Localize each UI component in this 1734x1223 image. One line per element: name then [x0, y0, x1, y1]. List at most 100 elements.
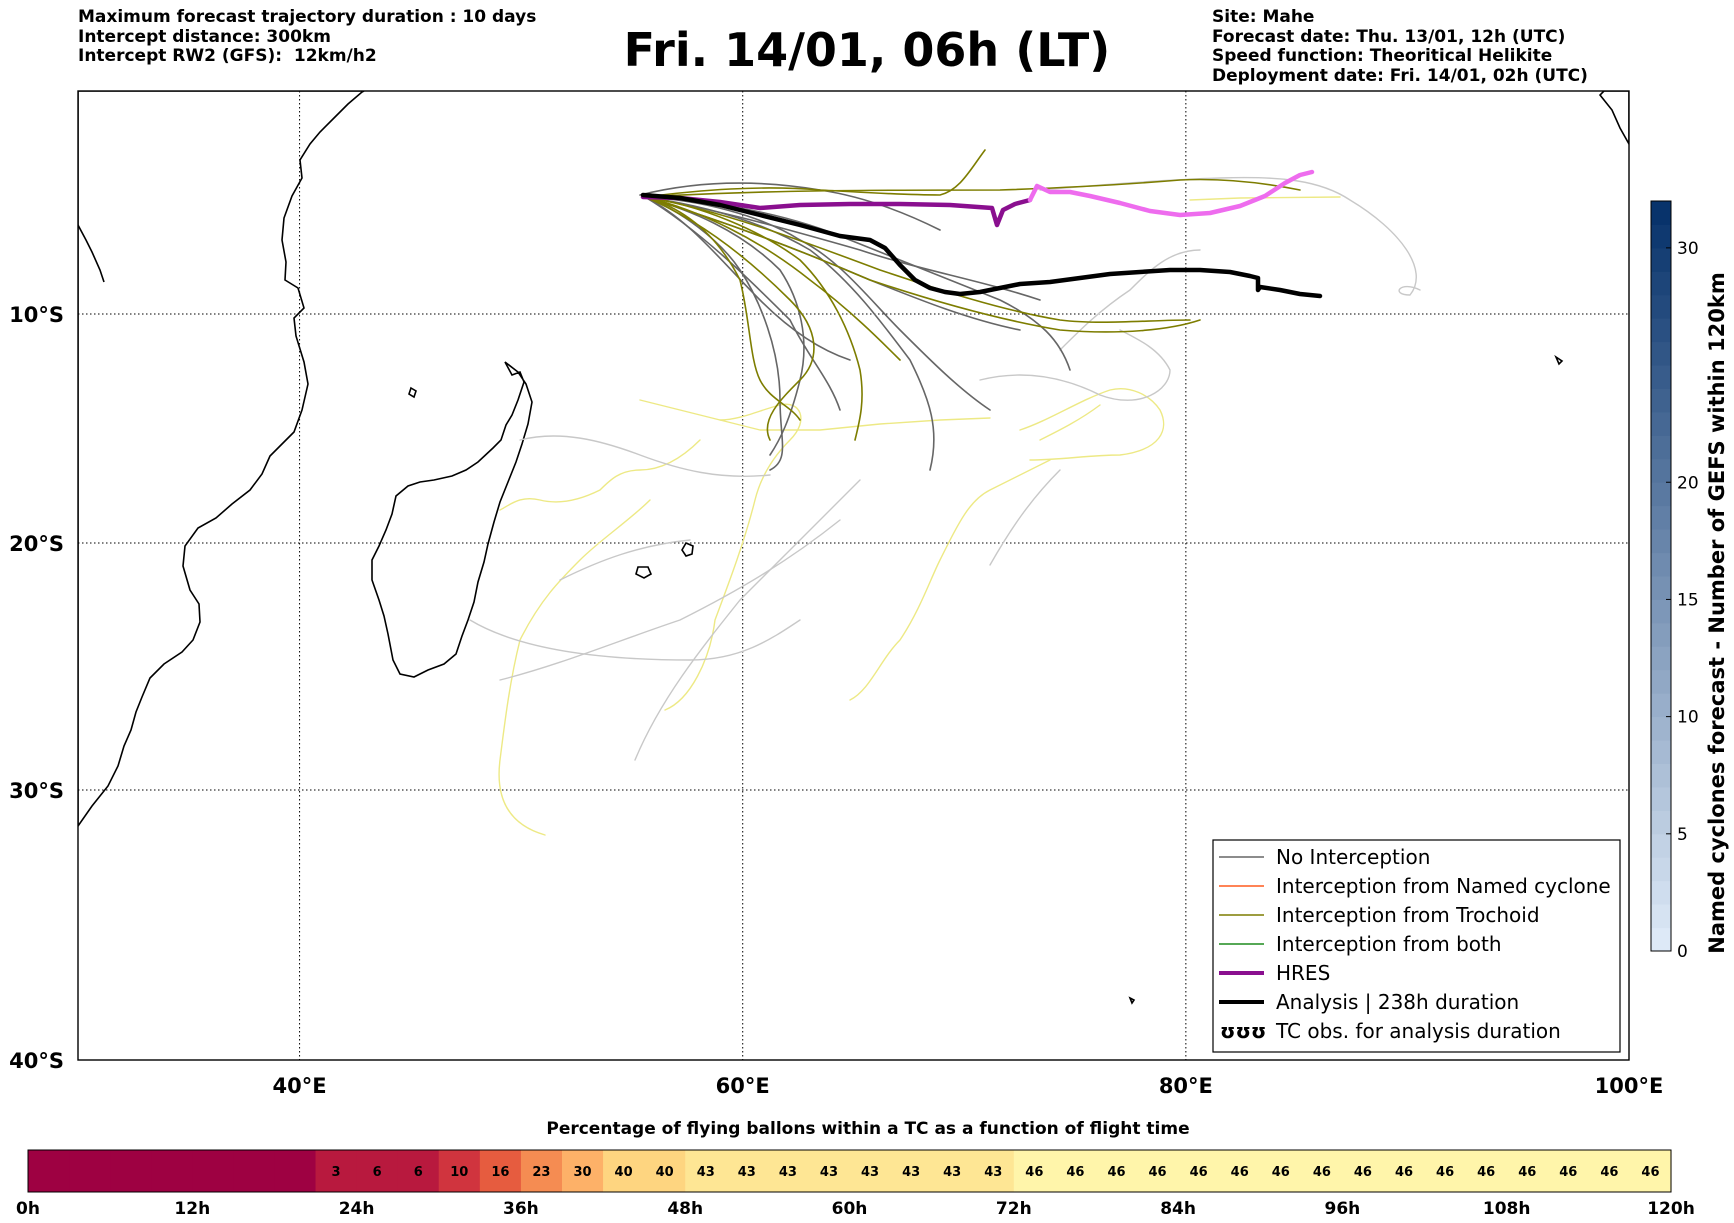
strip-cell	[397, 1150, 440, 1192]
strip-cell	[931, 1150, 974, 1192]
light-grey-track	[499, 519, 841, 681]
colorbar-step	[1651, 365, 1671, 389]
no-interception-track	[644, 196, 935, 471]
strip-cell	[479, 1150, 522, 1192]
coastlines	[78, 91, 1629, 1005]
strip-cell	[233, 1150, 276, 1192]
colorbar-step	[1651, 552, 1671, 577]
strip-cell	[1013, 1150, 1056, 1192]
colorbar-step	[1651, 341, 1671, 366]
strip-value: 10	[450, 1165, 468, 1180]
colorbar-step	[1651, 388, 1671, 413]
legend-label: TC obs. for analysis duration	[1275, 1019, 1561, 1043]
strip-value: 46	[1231, 1165, 1249, 1180]
colorbar-step	[1651, 599, 1671, 624]
strip-value: 43	[984, 1165, 1002, 1180]
legend-label: Interception from Trochoid	[1276, 903, 1540, 927]
colorbar-step	[1651, 529, 1671, 554]
hres-track	[640, 194, 1033, 228]
strip-value: 46	[1477, 1165, 1495, 1180]
cyclone-colorbar: 0 5 10 15 20 30	[1650, 200, 1699, 962]
longitude-tick-label: 60°E	[716, 1074, 770, 1098]
colorbar-step	[1651, 833, 1671, 858]
trochoid-track	[644, 196, 1201, 333]
strip-cell	[1342, 1150, 1385, 1192]
strip-value: 43	[902, 1165, 920, 1180]
strip-cell	[1547, 1150, 1590, 1192]
strip-value: 46	[1025, 1165, 1043, 1180]
strip-value: 46	[1354, 1165, 1372, 1180]
colorbar-tick-label: 30	[1677, 239, 1699, 259]
colorbar-step	[1651, 904, 1671, 929]
info-line: Forecast date: Thu. 13/01, 12h (UTC)	[1212, 26, 1566, 47]
yellow-track	[849, 459, 1051, 701]
latitude-tick-label: 20°S	[9, 532, 64, 556]
colorbar-step	[1651, 693, 1671, 718]
strip-hour-label: 48h	[667, 1199, 703, 1219]
colorbar-tick-label: 5	[1677, 825, 1688, 845]
strip-hour-label: 24h	[339, 1199, 375, 1219]
legend-label: No Interception	[1276, 845, 1430, 869]
colorbar-step	[1651, 458, 1671, 483]
strip-cell	[438, 1150, 481, 1192]
trochoid-track	[644, 196, 801, 421]
colorbar-step	[1651, 927, 1671, 952]
strip-value: 46	[1436, 1165, 1454, 1180]
strip-cell	[972, 1150, 1015, 1192]
strip-value: 6	[414, 1165, 423, 1180]
latitude-tick-label: 10°S	[9, 303, 64, 327]
strip-value: 43	[779, 1165, 797, 1180]
strip-cell	[726, 1150, 768, 1192]
info-line: Speed function: Theoritical Helikite	[1212, 46, 1553, 66]
strip-value: 6	[373, 1165, 382, 1180]
strip-value: 46	[1190, 1165, 1208, 1180]
strip-hour-label: 0h	[16, 1199, 40, 1219]
strip-cell	[1178, 1150, 1220, 1192]
info-line: Site: Mahe	[1212, 7, 1315, 27]
strip-value: 46	[1395, 1165, 1413, 1180]
strip-value: 43	[738, 1165, 756, 1180]
africa-coastline	[78, 91, 365, 828]
colorbar-step	[1651, 669, 1671, 694]
light-grey-track	[559, 539, 691, 581]
sumatra-edge	[1598, 91, 1629, 146]
strip-value: 46	[1066, 1165, 1084, 1180]
strip-value: 46	[1518, 1165, 1536, 1180]
yellow-track	[639, 399, 991, 431]
colorbar-tick-label: 0	[1677, 942, 1688, 962]
latitude-tick-label: 30°S	[9, 779, 64, 803]
strip-hour-label: 60h	[832, 1199, 868, 1219]
info-line: Deployment date: Fri. 14/01, 02h (UTC)	[1212, 65, 1588, 86]
colorbar-step	[1651, 763, 1671, 788]
colorbar-label: Named cyclones forecast - Number of GEFS…	[1705, 272, 1729, 953]
strip-cell	[1095, 1150, 1138, 1192]
legend-label: Analysis | 238h duration	[1276, 990, 1519, 1014]
strip-value: 43	[861, 1165, 879, 1180]
yellow-track	[1189, 196, 1341, 201]
strip-hour-label: 72h	[996, 1199, 1032, 1219]
light-grey-track	[519, 435, 771, 477]
strip-value: 43	[697, 1165, 715, 1180]
strip-title: Percentage of flying ballons within a TC…	[546, 1119, 1189, 1139]
colorbar-step	[1651, 810, 1671, 835]
no-interception-track	[644, 196, 841, 411]
strip-hour-label: 96h	[1325, 1199, 1361, 1219]
light-grey-track	[469, 619, 801, 661]
colorbar-step	[1651, 224, 1671, 249]
colorbar-step	[1651, 435, 1671, 460]
no-interception-track	[644, 196, 991, 411]
strip-value: 46	[1107, 1165, 1125, 1180]
longitude-tick-label: 40°E	[273, 1074, 327, 1098]
strip-value: 46	[1600, 1165, 1618, 1180]
yellow-track	[499, 439, 701, 511]
strip-cell	[603, 1150, 645, 1192]
strip-cell	[767, 1150, 810, 1192]
strip-cell	[1383, 1150, 1426, 1192]
colorbar-step	[1651, 294, 1671, 319]
colorbar-step	[1651, 622, 1671, 647]
colorbar-frame	[1650, 200, 1672, 952]
colorbar-tick-label: 10	[1677, 708, 1699, 728]
colorbar-step	[1651, 740, 1671, 764]
mauritius	[681, 541, 694, 557]
strip-value: 46	[1272, 1165, 1290, 1180]
